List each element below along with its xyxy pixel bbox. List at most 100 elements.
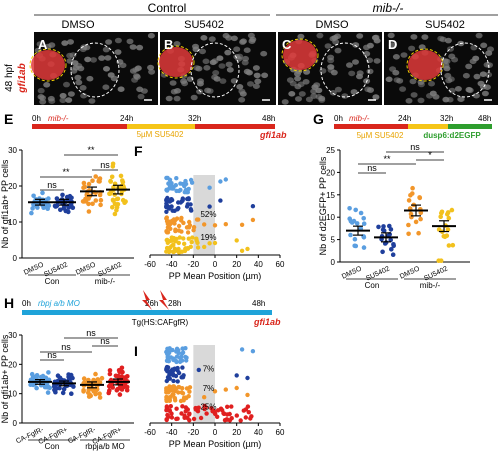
- panel-e-t24: 24h: [120, 114, 133, 123]
- nucleus: [192, 43, 199, 50]
- data-point: [176, 223, 182, 229]
- data-point: [111, 185, 116, 190]
- nucleus: [372, 94, 380, 100]
- data-point: [173, 358, 179, 364]
- panel-h: H 0h rbpj a/b MO 26h 28h 48h Tg(HS:CAFgf…: [0, 290, 281, 451]
- data-point: [120, 183, 125, 189]
- data-point: [182, 241, 187, 246]
- data-point: [123, 375, 128, 380]
- nucleus: [485, 71, 493, 78]
- data-point: [116, 376, 122, 381]
- group-label: Con: [45, 277, 60, 286]
- control-label: Control: [148, 1, 187, 15]
- nucleus: [59, 92, 67, 99]
- data-point: [202, 395, 207, 400]
- data-point: [229, 416, 234, 421]
- panel-e-t48: 48h: [262, 114, 275, 123]
- sig-label: ns: [47, 180, 57, 190]
- data-point: [245, 375, 250, 381]
- panel-g-t32: 32h: [440, 114, 453, 123]
- nucleus: [249, 36, 257, 43]
- nucleus: [218, 63, 226, 69]
- data-point: [66, 209, 71, 215]
- nucleus: [86, 75, 94, 82]
- nucleus: [260, 50, 268, 57]
- y-tick-label: 20: [326, 168, 335, 177]
- data-point: [180, 350, 186, 355]
- sig-label: ns: [100, 336, 110, 346]
- percentage-label: 19%: [200, 233, 216, 242]
- data-point: [245, 404, 251, 409]
- nucleus: [324, 43, 332, 49]
- panel-letter: D: [388, 37, 397, 52]
- x-tick-label: DMSO: [23, 261, 45, 276]
- data-point: [164, 219, 170, 224]
- shaded-band: [193, 175, 215, 255]
- nucleus: [366, 68, 374, 75]
- nucleus: [385, 76, 393, 83]
- nucleus: [253, 72, 261, 79]
- data-point: [168, 226, 173, 231]
- y-axis-label: Nb of d2EGFP+ PP cells: [318, 156, 328, 255]
- data-point: [406, 222, 411, 228]
- data-point: [183, 178, 188, 184]
- nucleus: [356, 70, 364, 76]
- x-tick-label: -20: [188, 260, 200, 269]
- data-point: [203, 405, 208, 410]
- data-point: [88, 393, 93, 399]
- data-point: [234, 385, 239, 391]
- data-point: [164, 388, 169, 393]
- data-point: [170, 249, 176, 254]
- data-point: [438, 214, 444, 220]
- nucleus: [475, 32, 483, 39]
- gene-label: gfi1ab: [17, 63, 28, 93]
- nucleus: [67, 91, 75, 97]
- nucleus: [247, 81, 254, 87]
- data-point: [194, 217, 200, 222]
- sig-label: **: [62, 167, 70, 177]
- data-point: [183, 409, 188, 414]
- data-point: [170, 386, 175, 392]
- nucleus: [63, 81, 70, 88]
- nucleus: [195, 65, 203, 72]
- data-point: [347, 216, 353, 221]
- col-a-label: DMSO: [62, 19, 95, 31]
- data-point: [212, 223, 218, 228]
- data-point: [225, 417, 230, 422]
- nucleus: [75, 79, 83, 86]
- panel-f-chart: -60 -40 -20 0 20 40 60 PP Mean Position (µm) 52%…: [144, 175, 285, 281]
- data-point: [170, 372, 176, 377]
- data-point: [449, 207, 455, 213]
- data-point: [166, 181, 171, 186]
- panel-f: F -60 -40 -20 0 20 40 60 PP Mean Position (µm) 5…: [134, 143, 285, 281]
- sig-label: ns: [100, 160, 110, 170]
- data-point: [70, 375, 75, 381]
- nucleus: [126, 38, 134, 45]
- data-point: [81, 180, 87, 186]
- nucleus: [297, 33, 305, 40]
- data-point: [97, 395, 103, 400]
- data-point: [212, 389, 218, 394]
- nucleus: [170, 88, 178, 95]
- data-point: [223, 387, 228, 392]
- data-point: [221, 411, 226, 416]
- y-tick-label: 10: [8, 390, 17, 399]
- nucleus: [303, 69, 311, 75]
- nucleus: [445, 77, 453, 84]
- col-b-label: SU5402: [184, 19, 224, 31]
- data-point: [164, 188, 170, 193]
- nucleus: [356, 33, 364, 39]
- data-point: [390, 252, 396, 257]
- panel-i-chart: -60 -40 -20 0 20 40 60 PP Mean Position (µm) 7% 7…: [144, 345, 285, 449]
- data-point: [202, 244, 207, 250]
- data-point: [46, 203, 52, 208]
- data-point: [115, 386, 121, 392]
- nucleus: [444, 37, 452, 44]
- x-tick-label: SU5402: [43, 261, 69, 278]
- y-tick-label: 0: [13, 254, 18, 263]
- nucleus: [446, 96, 454, 103]
- nucleus: [348, 70, 356, 77]
- data-point: [175, 379, 180, 384]
- nucleus: [180, 78, 188, 84]
- data-point: [165, 369, 170, 374]
